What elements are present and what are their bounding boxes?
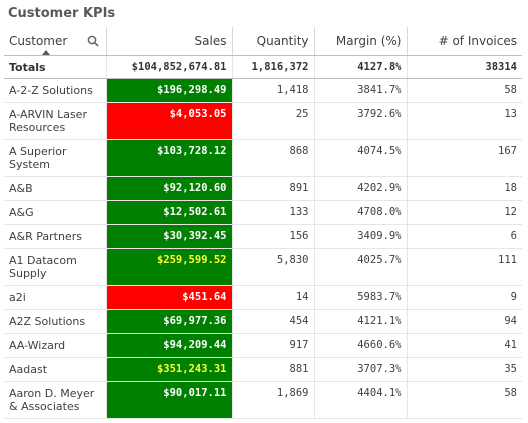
margin-cell: 5983.7% <box>314 285 408 310</box>
quantity-cell: 5,830 <box>232 248 315 286</box>
quantity-cell: 917 <box>232 333 315 358</box>
quantity-cell: 156 <box>232 224 315 249</box>
table-row[interactable]: A Superior System $103,728.12 868 4074.5% 16… <box>4 139 522 177</box>
table-row[interactable]: A2Z Solutions $69,977.36 454 4121.1% 94 <box>4 309 522 334</box>
quantity-cell: 1,869 <box>232 381 315 419</box>
invoices-cell: 18 <box>407 176 522 201</box>
table-row[interactable]: Aadast $351,243.31 881 3707.3% 35 <box>4 357 522 382</box>
sort-ascending-icon <box>42 50 50 55</box>
margin-cell: 4202.9% <box>314 176 408 201</box>
sales-cell: $92,120.60 <box>106 176 233 201</box>
customer-cell[interactable]: A&R Partners <box>4 224 107 249</box>
table-row[interactable]: AA-Wizard $94,209.44 917 4660.6% 41 <box>4 333 522 358</box>
column-header-customer-label: Customer <box>9 34 68 48</box>
column-header-margin[interactable]: Margin (%) <box>314 27 408 56</box>
table-row[interactable]: Aaron D. Meyer & Associates $90,017.11 1,8… <box>4 381 522 419</box>
sales-cell: $451.64 <box>106 285 233 310</box>
customer-cell[interactable]: a2i <box>4 285 107 310</box>
invoices-cell: 12 <box>407 200 522 225</box>
totals-label: Totals <box>4 55 107 79</box>
table-row[interactable]: A&B $92,120.60 891 4202.9% 18 <box>4 176 522 201</box>
margin-cell: 4708.0% <box>314 200 408 225</box>
customer-cell[interactable]: A&B <box>4 176 107 201</box>
sales-cell: $196,298.49 <box>106 78 233 103</box>
quantity-cell: 868 <box>232 139 315 177</box>
sales-cell: $351,243.31 <box>106 357 233 382</box>
customer-cell[interactable]: Aadast <box>4 357 107 382</box>
margin-cell: 3409.9% <box>314 224 408 249</box>
totals-quantity: 1,816,372 <box>232 55 315 79</box>
table-row[interactable]: A-ARVIN Laser Resources $4,053.05 25 3792.6… <box>4 102 522 140</box>
sales-cell: $30,392.45 <box>106 224 233 249</box>
quantity-cell: 25 <box>232 102 315 140</box>
invoices-cell: 94 <box>407 309 522 334</box>
table-row[interactable]: A1 Datacom Supply $259,599.52 5,830 4025.7%… <box>4 248 522 286</box>
customer-cell[interactable]: A-ARVIN Laser Resources <box>4 102 107 140</box>
margin-cell: 4660.6% <box>314 333 408 358</box>
invoices-cell: 9 <box>407 285 522 310</box>
search-icon[interactable] <box>87 35 99 47</box>
customer-cell[interactable]: AA-Wizard <box>4 333 107 358</box>
totals-margin: 4127.8% <box>314 55 408 79</box>
totals-sales: $104,852,674.81 <box>106 55 233 79</box>
table-row[interactable]: a2i $451.64 14 5983.7% 9 <box>4 285 522 310</box>
invoices-cell: 41 <box>407 333 522 358</box>
margin-cell: 3841.7% <box>314 78 408 103</box>
margin-cell: 4074.5% <box>314 139 408 177</box>
margin-cell: 4121.1% <box>314 309 408 334</box>
sales-cell: $94,209.44 <box>106 333 233 358</box>
table-row[interactable]: A&G $12,502.61 133 4708.0% 12 <box>4 200 522 225</box>
quantity-cell: 14 <box>232 285 315 310</box>
customer-cell[interactable]: A1 Datacom Supply <box>4 248 107 286</box>
sales-cell: $259,599.52 <box>106 248 233 286</box>
customer-cell[interactable]: A&G <box>4 200 107 225</box>
column-header-invoices[interactable]: # of Invoices <box>407 27 522 56</box>
margin-cell: 3707.3% <box>314 357 408 382</box>
sales-cell: $69,977.36 <box>106 309 233 334</box>
customer-cell[interactable]: A-2-Z Solutions <box>4 78 107 103</box>
margin-cell: 4404.1% <box>314 381 408 419</box>
invoices-cell: 13 <box>407 102 522 140</box>
customer-cell[interactable]: A Superior System <box>4 139 107 177</box>
margin-cell: 3792.6% <box>314 102 408 140</box>
invoices-cell: 6 <box>407 224 522 249</box>
invoices-cell: 111 <box>407 248 522 286</box>
quantity-cell: 891 <box>232 176 315 201</box>
column-header-sales[interactable]: Sales <box>106 27 233 56</box>
invoices-cell: 35 <box>407 357 522 382</box>
table-row[interactable]: A&R Partners $30,392.45 156 3409.9% 6 <box>4 224 522 249</box>
column-header-customer[interactable]: Customer <box>4 27 107 56</box>
header-row: Customer Sales Quantity Margin (%) # of … <box>4 27 522 56</box>
sales-cell: $4,053.05 <box>106 102 233 140</box>
margin-cell: 4025.7% <box>314 248 408 286</box>
customer-kpi-table: Customer Sales Quantity Margin (%) # of … <box>4 27 522 419</box>
quantity-cell: 133 <box>232 200 315 225</box>
quantity-cell: 454 <box>232 309 315 334</box>
chart-title: Customer KPIs <box>8 6 116 21</box>
quantity-cell: 1,418 <box>232 78 315 103</box>
invoices-cell: 167 <box>407 139 522 177</box>
invoices-cell: 58 <box>407 381 522 419</box>
sales-cell: $90,017.11 <box>106 381 233 419</box>
quantity-cell: 881 <box>232 357 315 382</box>
invoices-cell: 58 <box>407 78 522 103</box>
sales-cell: $12,502.61 <box>106 200 233 225</box>
totals-invoices: 38314 <box>407 55 522 79</box>
totals-row: Totals $104,852,674.81 1,816,372 4127.8%… <box>4 55 522 79</box>
customer-cell[interactable]: Aaron D. Meyer & Associates <box>4 381 107 419</box>
customer-cell[interactable]: A2Z Solutions <box>4 309 107 334</box>
column-header-quantity[interactable]: Quantity <box>232 27 315 56</box>
sales-cell: $103,728.12 <box>106 139 233 177</box>
table-row[interactable]: A-2-Z Solutions $196,298.49 1,418 3841.7% 58 <box>4 78 522 103</box>
